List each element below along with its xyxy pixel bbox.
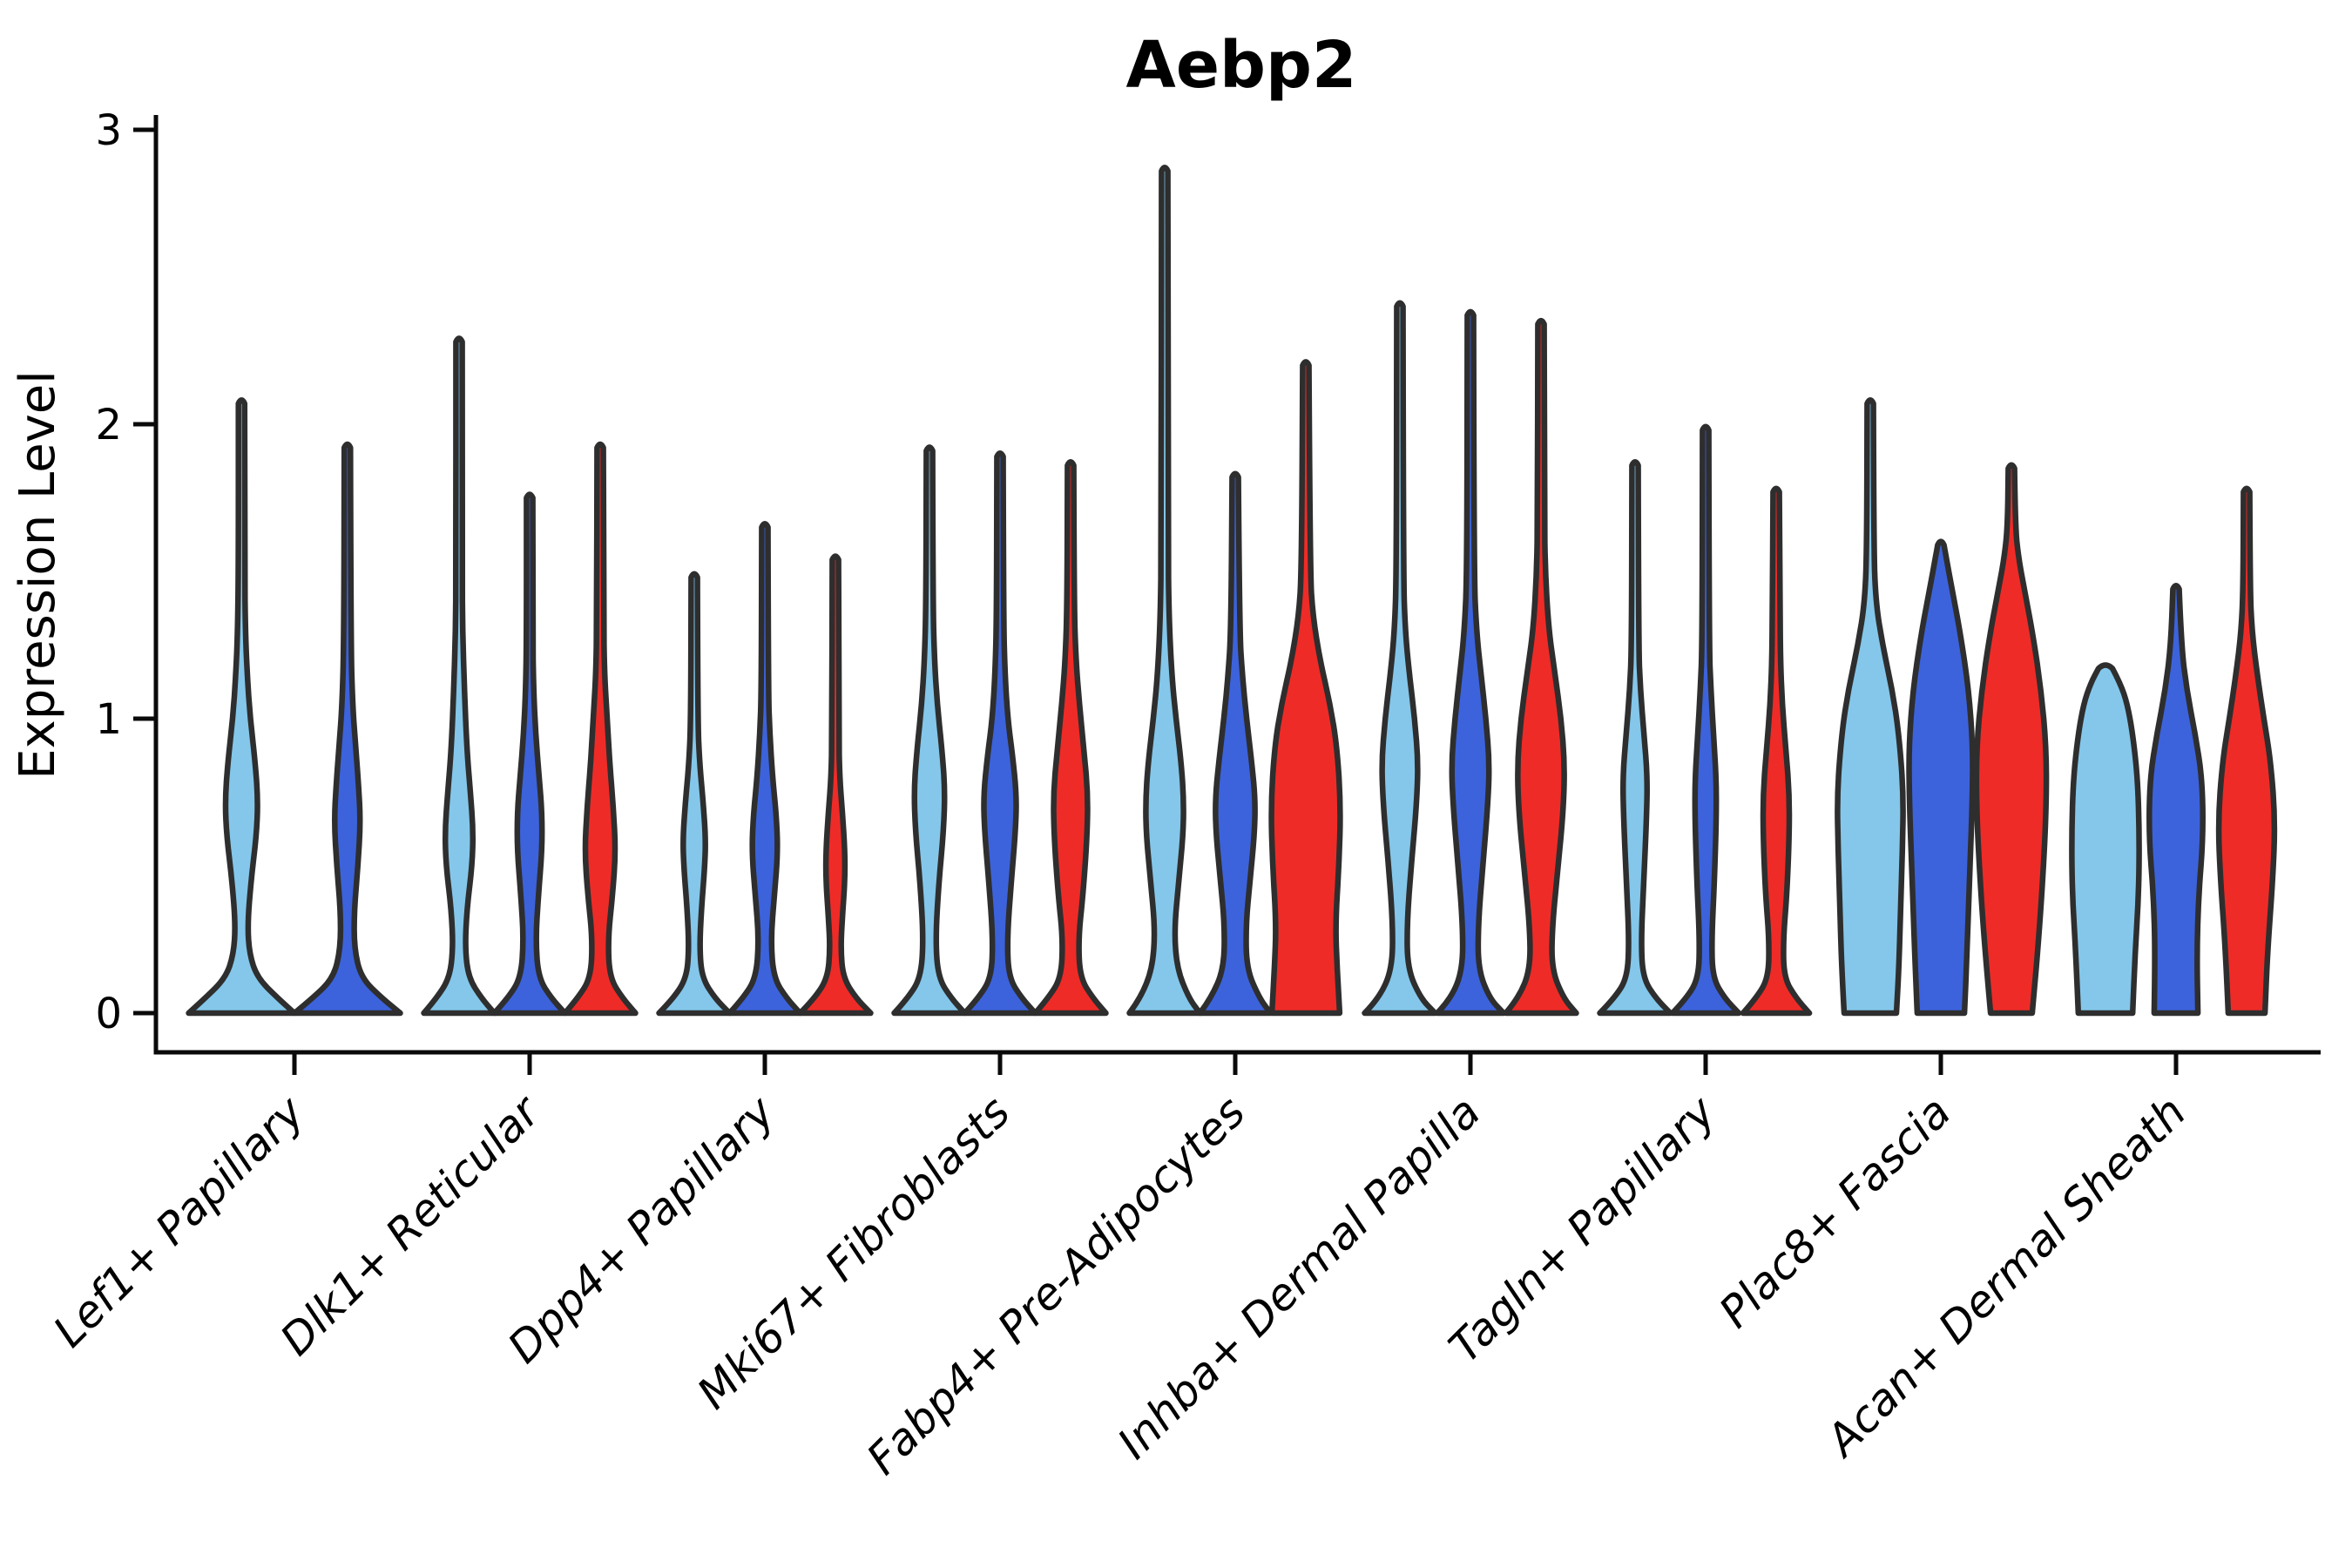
violin-lef1-papillary-dark-blue — [291, 441, 403, 1017]
violin-dlk1-reticular-dark-blue — [491, 491, 568, 1017]
violin-tagln-papillary-dark-blue — [1669, 423, 1742, 1017]
y-tick-label: 1 — [95, 695, 122, 744]
chart-title: Aebp2 — [1126, 28, 1357, 103]
x-tick-label: Fabp4+ Pre-Adipocytes — [857, 1086, 1255, 1484]
x-tick-label: Dlk1+ Reticular — [271, 1085, 551, 1365]
violin-fabp4-pre-adipocytes-light-blue — [1126, 165, 1203, 1017]
violin-inhba-dermal-papilla-dark-blue — [1434, 308, 1507, 1017]
violin-dpp4-papillary-light-blue — [656, 571, 733, 1017]
violin-dpp4-papillary-red — [797, 553, 874, 1017]
violin-plac8-fascia-red — [1973, 462, 2050, 1017]
violin-plac8-fascia-light-blue — [1835, 397, 1906, 1017]
violin-tagln-papillary-red — [1740, 485, 1813, 1017]
violin-acan-dermal-sheath-red — [2215, 485, 2278, 1017]
x-tick-label: Lef1+ Papillary — [44, 1085, 314, 1356]
violin-mki67-fibroblasts-light-blue — [891, 444, 968, 1017]
violin-acan-dermal-sheath-light-blue — [2069, 662, 2142, 1017]
x-tick-label: Plac8+ Fascia — [1710, 1086, 1961, 1337]
violin-inhba-dermal-papilla-red — [1503, 317, 1579, 1017]
violin-fabp4-pre-adipocytes-red — [1268, 359, 1343, 1017]
y-axis-label: Expression Level — [10, 370, 66, 780]
violin-mki67-fibroblasts-red — [1032, 459, 1109, 1017]
y-tick-label: 0 — [95, 990, 122, 1038]
violin-inhba-dermal-papilla-light-blue — [1362, 300, 1438, 1017]
violin-mki67-fibroblasts-dark-blue — [962, 450, 1038, 1017]
violin-plac8-fascia-dark-blue — [1906, 538, 1976, 1017]
y-tick-label: 3 — [95, 106, 122, 155]
violin-lef1-papillary-light-blue — [186, 397, 298, 1017]
violin-acan-dermal-sheath-dark-blue — [2146, 583, 2206, 1017]
violin-fabp4-pre-adipocytes-dark-blue — [1197, 470, 1274, 1017]
violin-dlk1-reticular-light-blue — [421, 335, 497, 1017]
violin-dlk1-reticular-red — [562, 441, 639, 1017]
y-tick-label: 2 — [95, 401, 122, 449]
violin-tagln-papillary-light-blue — [1597, 459, 1673, 1017]
violin-dpp4-papillary-dark-blue — [727, 521, 803, 1017]
